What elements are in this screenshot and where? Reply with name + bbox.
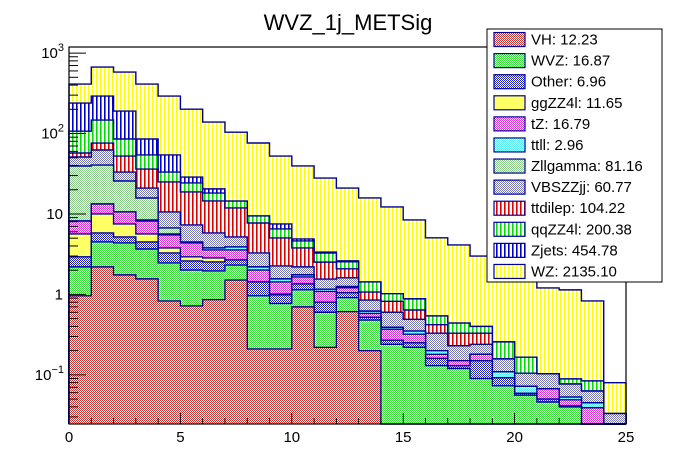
bar-vh-bin-1 [91, 266, 114, 424]
outline-wvz [68, 241, 626, 425]
x-tick-label: 15 [395, 429, 412, 446]
y-tick-label: 103 [41, 42, 64, 62]
axes: 0 5 10 15 20 25 10−1 1 10 102 103 [35, 42, 635, 446]
bar-wvz-bin-20 [514, 395, 537, 424]
legend-entry-tz: tZ: 16.79 [493, 116, 590, 133]
bar-vh-bin-9 [269, 348, 292, 424]
legend-swatch [493, 158, 526, 174]
legend-entry-zllgamma: Zllgamma: 81.16 [493, 158, 643, 175]
legend-label: WZ: 2135.10 [531, 263, 617, 280]
legend-entry-qqzz4l: qqZZ4l: 200.38 [493, 221, 632, 238]
bar-vh-bin-12 [336, 311, 359, 424]
legend-entry-zjets: Zjets: 454.78 [493, 242, 618, 259]
legend: VH: 12.23 WVZ: 16.87 Other: 6.96 ggZZ4l: 11… [486, 28, 663, 283]
legend-entry-ttdilep: ttdilep: 104.22 [493, 200, 625, 217]
bar-wvz-bin-17 [447, 368, 471, 424]
y-tick-label: 102 [41, 123, 64, 143]
bar-wvz-bin-14 [380, 344, 404, 424]
bar-vh-bin-7 [224, 280, 248, 424]
legend-box [486, 28, 663, 283]
legend-entry-vh: VH: 12.23 [493, 31, 598, 49]
legend-label: VH: 12.23 [531, 32, 598, 49]
legend-label: qqZZ4l: 200.38 [531, 221, 632, 238]
legend-label: Zjets: 454.78 [531, 242, 618, 259]
legend-swatch [493, 200, 526, 216]
x-tick-label: 5 [176, 429, 184, 446]
bar-vh-bin-5 [180, 305, 203, 424]
legend-swatch [493, 242, 526, 258]
legend-label: WVZ: 16.87 [531, 53, 610, 70]
legend-entry-other: Other: 6.96 [493, 74, 606, 91]
legend-label: Other: 6.96 [531, 74, 606, 91]
legend-label: ttdilep: 104.22 [531, 200, 625, 217]
legend-entry-ggzz4l: ggZZ4l: 11.65 [493, 95, 622, 112]
legend-entry-ttll: ttll: 2.96 [493, 137, 584, 154]
legend-swatch [493, 31, 526, 48]
legend-swatch [493, 263, 526, 280]
bar-vh-bin-8 [247, 348, 270, 424]
bar-vh-bin-13 [358, 350, 381, 424]
legend-entry-wz: WZ: 2135.10 [493, 263, 617, 280]
bar-vh-bin-11 [314, 347, 337, 424]
legend-entry-vbszzjj: VBSZZjj: 60.77 [493, 179, 632, 196]
legend-entry-wvz: WVZ: 16.87 [493, 53, 610, 70]
y-tick-label: 1 [55, 286, 63, 303]
legend-swatch [493, 179, 526, 195]
bar-tz-bin-23 [581, 407, 604, 424]
legend-swatch [493, 137, 526, 153]
bar-vh-bin-6 [202, 299, 225, 424]
series-vh [68, 266, 626, 425]
bar-wvz-bin-15 [403, 347, 426, 424]
bar-vh-bin-0 [69, 295, 92, 424]
bar-vh-bin-4 [158, 300, 181, 424]
legend-label: Zllgamma: 81.16 [531, 158, 643, 175]
legend-swatch [493, 95, 526, 111]
legend-label: tZ: 16.79 [531, 116, 590, 133]
bar-wvz-bin-22 [559, 406, 582, 424]
bar-vh-bin-10 [291, 306, 315, 424]
outline-qqzz4l [68, 119, 627, 424]
y-tick-label: 10−1 [35, 364, 64, 384]
bar-vh-bin-3 [135, 278, 159, 424]
histogram-bars [68, 66, 627, 425]
legend-swatch [493, 53, 526, 69]
bar-wvz-bin-16 [425, 365, 448, 424]
bar-wvz-bin-19 [492, 385, 515, 424]
legend-label: ttll: 2.96 [531, 137, 584, 154]
legend-swatch [493, 116, 526, 132]
bar-wvz-bin-21 [536, 401, 560, 424]
y-tick-label: 10 [46, 206, 63, 223]
x-tick-label: 0 [65, 429, 73, 446]
x-tick-label: 20 [506, 429, 523, 446]
bar-vh-bin-2 [113, 274, 136, 424]
bar-vbszzjj-bin-24 [603, 413, 626, 424]
legend-label: VBSZZjj: 60.77 [531, 179, 632, 196]
bar-wvz-bin-18 [470, 378, 493, 424]
x-tick-label: 25 [618, 429, 635, 446]
x-tick-label: 10 [283, 429, 300, 446]
legend-swatch [493, 221, 526, 237]
legend-swatch [493, 74, 526, 90]
legend-label: ggZZ4l: 11.65 [531, 95, 622, 112]
chart-title: WVZ_1j_METSig [264, 10, 433, 35]
